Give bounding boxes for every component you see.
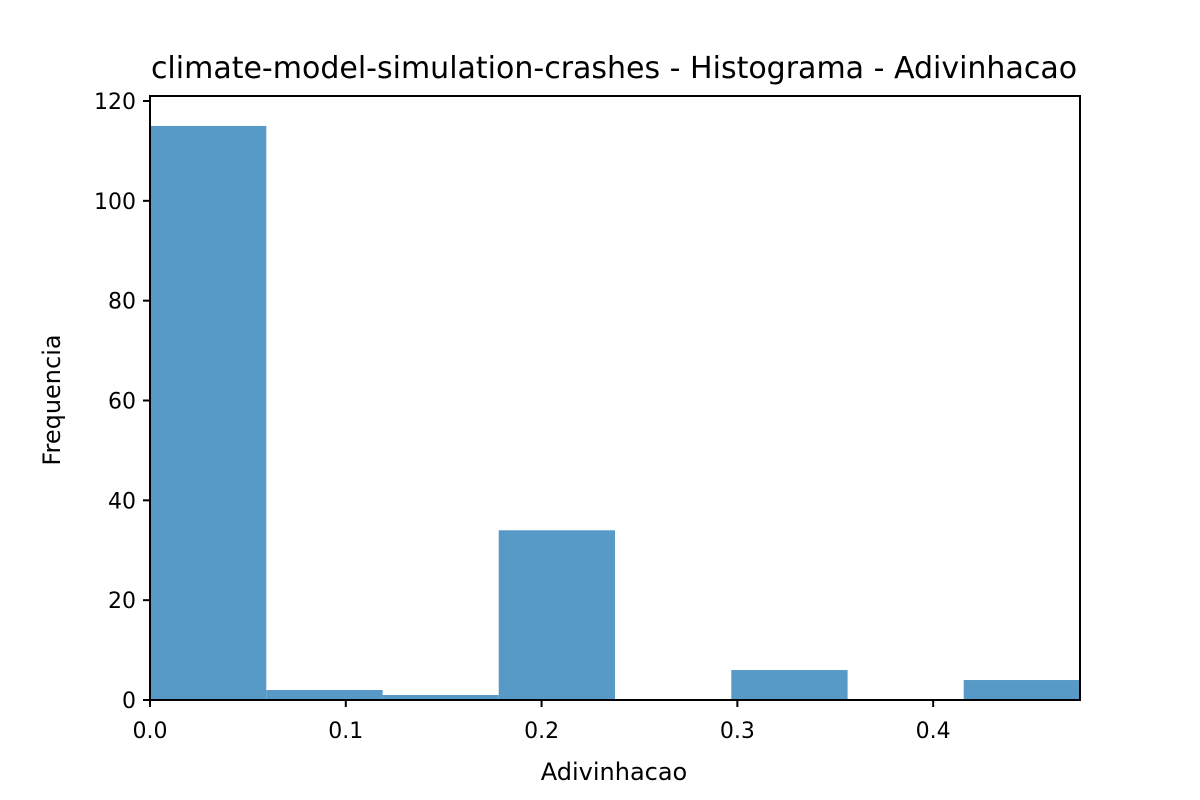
x-tick-label: 0.2	[524, 719, 559, 744]
y-tick-label: 0	[122, 689, 136, 714]
x-axis-ticks: 0.0 0.1 0.2 0.3 0.4	[133, 700, 951, 744]
histogram-bar-7	[963, 680, 1080, 700]
histogram-bar-5	[731, 670, 848, 700]
y-tick-label: 40	[108, 489, 136, 514]
x-tick-label: 0.1	[328, 719, 363, 744]
histogram-bar-3	[498, 530, 615, 700]
chart-title: climate-model-simulation-crashes - Histo…	[151, 51, 1077, 86]
bars-group	[150, 125, 1080, 700]
x-tick-label: 0.0	[133, 719, 168, 744]
y-axis-ticks: 0 20 40 60 80 100 120	[94, 90, 150, 714]
histogram-bar-0	[150, 125, 267, 700]
y-tick-label: 80	[108, 290, 136, 315]
y-tick-label: 20	[108, 589, 136, 614]
x-tick-label: 0.3	[720, 719, 755, 744]
y-tick-label: 100	[94, 190, 136, 215]
y-tick-label: 60	[108, 389, 136, 414]
histogram-bar-2	[382, 695, 499, 700]
y-tick-label: 120	[94, 90, 136, 115]
y-axis-label: Frequencia	[38, 334, 66, 465]
plot-frame	[149, 95, 1081, 701]
histogram-bar-1	[266, 690, 383, 700]
x-axis-label: Adivinhacao	[541, 758, 687, 786]
x-tick-label: 0.4	[916, 719, 951, 744]
